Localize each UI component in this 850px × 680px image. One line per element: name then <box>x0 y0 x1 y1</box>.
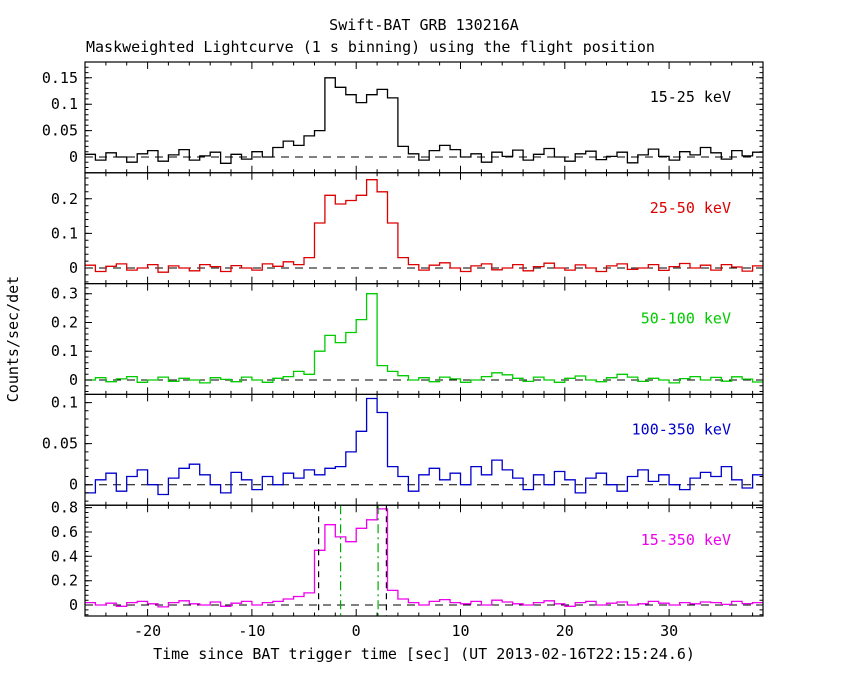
y-tick-label: 0.15 <box>42 69 78 87</box>
panel-energy-label: 100-350 keV <box>632 420 731 438</box>
x-tick-label: 10 <box>451 622 469 640</box>
panel-border <box>84 393 764 506</box>
panel-border <box>84 504 764 617</box>
y-tick-label: 0.05 <box>42 122 78 140</box>
y-tick-label: 0.2 <box>51 190 78 208</box>
panel-50-100-kev: 0 0.1 0.2 0.3 50-100 keV <box>51 283 764 396</box>
y-tick-label: 0 <box>69 596 78 614</box>
y-tick-label: 0 <box>69 476 78 494</box>
figure-title: Swift-BAT GRB 130216A <box>329 16 519 34</box>
y-tick-label: 0.3 <box>51 285 78 303</box>
y-tick-label: 0 <box>69 148 78 166</box>
x-axis-label: Time since BAT trigger time [sec] (UT 20… <box>153 645 695 663</box>
y-axis-label: Counts/sec/det <box>4 276 22 402</box>
y-tick-label: 0.1 <box>51 95 78 113</box>
panel-energy-label: 15-350 keV <box>641 531 731 549</box>
panel-15-350-kev: 0 0.2 0.4 0.6 0.8 -20 -10 0 10 20 30 15-350 keV <box>51 499 764 640</box>
y-tick-label: 0.1 <box>51 224 78 242</box>
series-15-25-kev <box>85 77 763 164</box>
panel-25-50-kev: 0 0.1 0.2 25-50 keV <box>51 172 764 285</box>
panel-energy-label: 15-25 keV <box>650 88 731 106</box>
panel-energy-label: 50-100 keV <box>641 310 731 328</box>
series-25-50-kev <box>85 179 763 273</box>
panel-energy-label: 25-50 keV <box>650 199 731 217</box>
series-100-350-kev <box>85 397 763 496</box>
x-tick-label: 20 <box>556 622 574 640</box>
y-tick-label: 0 <box>69 259 78 277</box>
figure-subtitle: Maskweighted Lightcurve (1 s binning) us… <box>86 38 655 56</box>
series-50-100-kev <box>85 293 763 384</box>
x-tick-label: 30 <box>660 622 678 640</box>
series-15-350-kev <box>85 508 763 608</box>
y-tick-label: 0.1 <box>51 342 78 360</box>
y-tick-label: 0.4 <box>51 547 78 565</box>
y-tick-label: 0.8 <box>51 499 78 517</box>
panel-border <box>84 172 764 285</box>
y-tick-label: 0.05 <box>42 435 78 453</box>
x-tick-label: -10 <box>238 622 265 640</box>
x-tick-label: 0 <box>352 622 361 640</box>
y-tick-label: 0.2 <box>51 572 78 590</box>
y-tick-label: 0.1 <box>51 394 78 412</box>
panel-100-350-kev: 0 0.05 0.1 100-350 keV <box>42 393 764 506</box>
panel-15-25-kev: 0 0.05 0.1 0.15 15-25 keV <box>42 61 764 174</box>
y-tick-label: 0 <box>69 371 78 389</box>
y-tick-label: 0.2 <box>51 314 78 332</box>
x-tick-label: -20 <box>134 622 161 640</box>
plot-panels: 0 0.05 0.1 0.15 15-25 keV 0 0.1 0.2 25-50 keV 0 0.… <box>42 61 764 640</box>
y-tick-label: 0.6 <box>51 523 78 541</box>
